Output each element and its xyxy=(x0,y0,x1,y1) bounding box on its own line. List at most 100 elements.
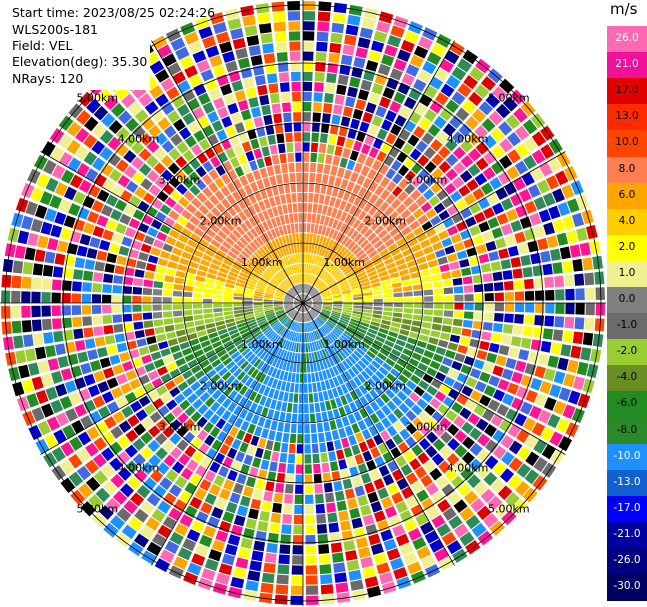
velocity-gate-cell xyxy=(399,329,410,336)
velocity-gate-cell xyxy=(294,303,303,306)
velocity-gate-cell xyxy=(187,393,198,404)
velocity-gate-cell xyxy=(534,277,544,289)
colorbar-tick-label: 10.0 xyxy=(615,136,639,149)
velocity-gate-cell xyxy=(217,230,228,240)
velocity-gate-cell xyxy=(259,395,267,406)
velocity-gate-cell xyxy=(296,303,303,310)
velocity-gate-cell xyxy=(314,278,320,287)
velocity-gate-cell xyxy=(298,213,303,223)
velocity-gate-cell xyxy=(572,376,585,391)
velocity-gate-cell xyxy=(478,221,490,233)
velocity-gate-cell xyxy=(389,557,404,571)
velocity-gate-cell xyxy=(258,592,273,604)
velocity-gate-cell xyxy=(307,203,313,213)
velocity-gate-cell xyxy=(163,454,176,468)
velocity-gate-cell xyxy=(350,171,359,183)
velocity-gate-cell xyxy=(200,502,213,515)
velocity-gate-cell xyxy=(259,350,268,360)
velocity-gate-cell xyxy=(179,490,192,504)
velocity-gate-cell xyxy=(278,247,285,257)
velocity-gate-cell xyxy=(391,491,404,505)
velocity-gate-cell xyxy=(232,567,247,579)
velocity-gate-cell xyxy=(300,353,303,363)
velocity-gate-cell xyxy=(315,61,326,72)
velocity-gate-cell xyxy=(288,234,293,244)
velocity-gate-cell xyxy=(341,437,350,448)
velocity-gate-cell xyxy=(69,230,82,243)
velocity-gate-cell xyxy=(304,484,313,494)
velocity-gate-cell xyxy=(271,378,279,389)
velocity-gate-cell xyxy=(295,312,300,321)
velocity-gate-cell xyxy=(368,533,381,546)
velocity-gate-cell xyxy=(230,247,240,256)
velocity-gate-cell xyxy=(461,328,472,337)
velocity-gate-cell xyxy=(345,392,353,404)
velocity-gate-cell xyxy=(367,232,377,242)
velocity-gate-cell xyxy=(360,472,372,484)
velocity-gate-cell xyxy=(500,197,514,211)
velocity-gate-cell xyxy=(215,497,227,510)
velocity-gate-cell xyxy=(393,303,403,308)
velocity-gate-cell xyxy=(274,335,281,345)
velocity-gate-cell xyxy=(303,363,307,373)
velocity-gate-cell xyxy=(303,31,315,41)
velocity-gate-cell xyxy=(400,463,413,477)
velocity-gate-cell xyxy=(454,352,466,363)
velocity-gate-cell xyxy=(533,457,548,473)
velocity-gate-cell xyxy=(247,570,261,582)
velocity-gate-cell xyxy=(354,387,363,398)
velocity-gate-cell xyxy=(303,303,310,311)
velocity-gate-cell xyxy=(263,491,273,502)
velocity-gate-cell xyxy=(261,325,271,333)
velocity-gate-cell xyxy=(438,460,452,474)
velocity-gate-cell xyxy=(431,273,442,282)
velocity-gate-cell xyxy=(315,329,321,339)
velocity-gate-cell xyxy=(382,344,393,353)
velocity-gate-cell xyxy=(35,389,49,404)
velocity-gate-cell xyxy=(147,370,160,381)
velocity-gate-cell xyxy=(362,111,374,124)
velocity-gate-cell xyxy=(307,213,312,223)
velocity-gate-cell xyxy=(258,384,267,395)
velocity-gate-cell xyxy=(333,328,342,336)
velocity-gate-cell xyxy=(431,490,445,505)
velocity-gate-cell xyxy=(343,303,353,306)
range-ring-label: 3.00km xyxy=(159,420,201,433)
velocity-gate-cell xyxy=(234,316,245,322)
velocity-gate-cell xyxy=(95,421,109,435)
velocity-gate-cell xyxy=(488,110,503,126)
velocity-gate-cell xyxy=(164,196,177,209)
velocity-gate-cell xyxy=(125,429,139,443)
velocity-gate-cell xyxy=(117,467,132,481)
velocity-gate-cell xyxy=(273,492,283,503)
velocity-gate-cell xyxy=(574,273,585,286)
velocity-gate-cell xyxy=(209,55,223,68)
velocity-gate-cell xyxy=(119,483,135,498)
velocity-gate-cell xyxy=(319,564,332,575)
velocity-gate-cell xyxy=(78,483,93,499)
velocity-gate-cell xyxy=(418,438,431,451)
velocity-gate-cell xyxy=(303,172,309,182)
velocity-gate-cell xyxy=(174,240,186,250)
velocity-gate-cell xyxy=(244,314,255,319)
velocity-gate-cell xyxy=(331,429,340,441)
velocity-gate-cell xyxy=(445,409,458,422)
velocity-gate-cell xyxy=(298,322,301,333)
velocity-gate-cell xyxy=(506,382,519,395)
velocity-gate-cell xyxy=(301,273,303,283)
velocity-gate-cell xyxy=(271,263,279,272)
velocity-gate-cell xyxy=(267,377,275,387)
velocity-gate-cell xyxy=(407,337,418,345)
velocity-gate-cell xyxy=(435,475,449,489)
velocity-gate-cell xyxy=(564,274,575,287)
velocity-gate-cell xyxy=(184,279,195,286)
velocity-gate-cell xyxy=(204,434,215,447)
velocity-gate-cell xyxy=(271,321,280,328)
velocity-gate-cell xyxy=(96,347,108,358)
velocity-gate-cell xyxy=(492,365,504,377)
velocity-gate-cell xyxy=(196,192,208,204)
velocity-gate-cell xyxy=(453,310,464,319)
velocity-gate-cell xyxy=(490,478,505,494)
velocity-gate-cell xyxy=(308,287,315,296)
velocity-gate-cell xyxy=(154,176,167,189)
